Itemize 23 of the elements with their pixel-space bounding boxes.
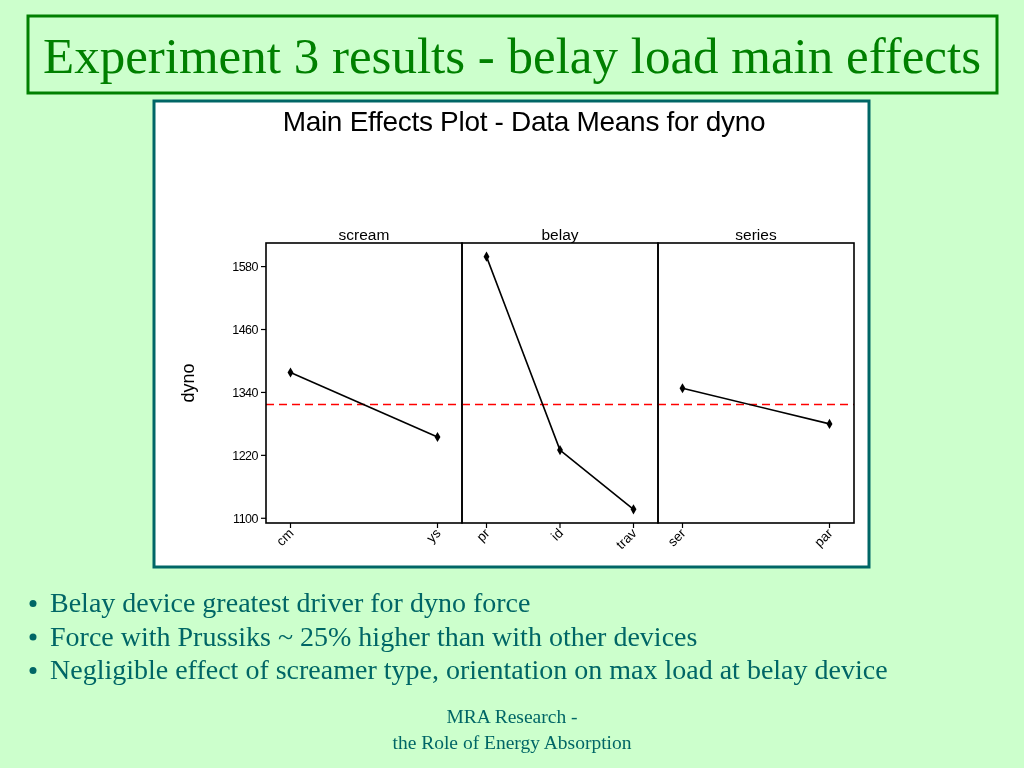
- x-tick-label: id: [548, 525, 567, 544]
- x-tick-label: par: [811, 525, 836, 550]
- text: Negligible effect of screamer type, orientation on max load at belay device: [50, 654, 888, 685]
- y-tick-label: 1580: [232, 259, 259, 274]
- chart-title: belay: [541, 226, 579, 243]
- y-axis-title: dyno: [178, 363, 198, 403]
- text: Force with Prussiks ~ 25% higher than with other devices: [50, 620, 698, 652]
- y-tick-label: 1460: [232, 322, 259, 337]
- x-tick-label: ser: [664, 525, 689, 550]
- x-tick-label: ys: [423, 525, 444, 546]
- text: Belay device greatest driver for dyno force: [50, 587, 531, 618]
- y-tick-label: 1220: [232, 448, 259, 463]
- text: Experiment 3 results - belay load main effects: [43, 28, 981, 84]
- text: Main Effects Plot - Data Means for dyno: [282, 106, 766, 137]
- x-tick-label: pr: [473, 525, 493, 545]
- text: the Role of Energy Absorption: [392, 732, 632, 753]
- y-tick-label: 1100: [233, 511, 259, 526]
- text: MRA Research -: [446, 706, 578, 727]
- chart-title: scream: [338, 226, 390, 243]
- y-tick-label: 1340: [232, 385, 259, 400]
- chart-title: series: [735, 226, 777, 243]
- x-tick-label: cm: [273, 525, 297, 549]
- x-tick-label: trav: [613, 525, 640, 553]
